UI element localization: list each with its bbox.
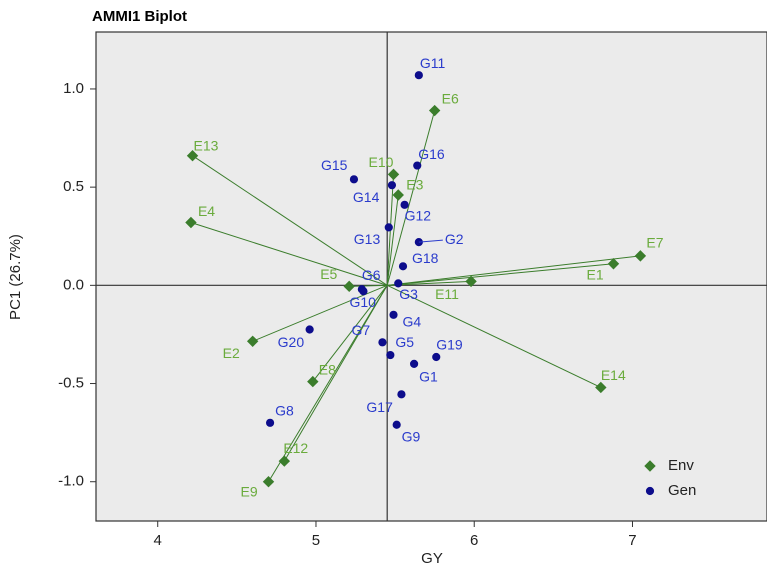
point-label: G14 <box>353 189 380 205</box>
vector <box>386 284 602 388</box>
point <box>387 181 397 190</box>
point <box>394 279 403 288</box>
point-label: E1 <box>586 266 603 282</box>
y-tick-label: 0.5 <box>63 178 84 195</box>
x-axis-label: GY <box>421 550 443 567</box>
point <box>409 359 419 368</box>
point <box>389 310 398 319</box>
point <box>265 418 275 427</box>
vector <box>386 194 399 286</box>
point-label: E4 <box>198 203 215 219</box>
point-label: G5 <box>395 334 414 350</box>
point-label: G11 <box>420 55 446 71</box>
point <box>432 352 441 362</box>
chart-title: AMMI1 Biplot <box>92 8 187 25</box>
y-tick-label: 0.0 <box>63 276 84 293</box>
point <box>428 104 441 117</box>
point-label: G15 <box>321 157 348 173</box>
vector <box>312 285 388 382</box>
x-tick-label: 7 <box>628 532 636 549</box>
point <box>595 381 607 394</box>
point <box>246 335 259 348</box>
point <box>343 280 355 293</box>
point <box>413 161 422 170</box>
point-label: E7 <box>646 235 663 251</box>
y-tick-label: 1.0 <box>63 80 84 97</box>
y-tick-label: -0.5 <box>58 374 84 391</box>
point-label: G7 <box>351 322 370 338</box>
point <box>644 460 656 472</box>
point-label: E9 <box>240 483 257 499</box>
vector <box>190 222 388 286</box>
point-label: G1 <box>419 369 438 385</box>
legend-label: Gen <box>668 482 696 499</box>
point <box>607 258 620 270</box>
point-label: G6 <box>362 267 381 283</box>
point-label: E12 <box>283 440 308 456</box>
point <box>387 168 400 181</box>
plot-area <box>95 31 767 522</box>
point <box>307 375 319 388</box>
point <box>359 287 368 296</box>
x-tick-label: 5 <box>312 532 320 549</box>
point-label: G8 <box>275 403 294 419</box>
point-label: E11 <box>435 286 459 302</box>
vector <box>268 285 388 482</box>
point-label: E6 <box>442 90 459 106</box>
point-label: E13 <box>194 137 219 153</box>
vector <box>349 284 388 287</box>
vector <box>387 263 614 286</box>
point-label: E2 <box>223 345 240 361</box>
point <box>400 200 409 209</box>
point-label: G4 <box>403 313 422 329</box>
point <box>392 420 401 429</box>
point <box>262 476 275 488</box>
point-label: G16 <box>418 146 445 162</box>
y-axis-label: PC1 (26.7%) <box>7 234 24 320</box>
point <box>278 455 291 467</box>
x-tick-label: 4 <box>154 532 162 549</box>
point-label: G10 <box>349 294 376 310</box>
x-tick-label: 6 <box>470 532 478 549</box>
point-label: E10 <box>369 154 394 170</box>
point-label: G19 <box>436 337 463 353</box>
point <box>398 262 408 271</box>
point <box>185 216 197 229</box>
point <box>386 350 395 360</box>
point-label: G9 <box>402 428 421 444</box>
point <box>349 175 359 184</box>
point <box>414 71 423 80</box>
point <box>465 275 477 288</box>
label-leader <box>418 239 443 243</box>
legend: Env Gen <box>644 457 696 499</box>
vector <box>387 255 641 286</box>
y-tick-label: -1.0 <box>58 473 84 490</box>
point <box>186 150 199 162</box>
point <box>392 189 404 201</box>
legend-label: Env <box>668 457 694 474</box>
vector <box>386 110 436 286</box>
point <box>384 223 393 232</box>
point <box>305 325 314 334</box>
point-label: G3 <box>399 286 418 302</box>
point-label: E8 <box>319 361 336 377</box>
point <box>645 486 655 496</box>
point-label: G13 <box>354 231 381 247</box>
point <box>634 250 647 262</box>
point <box>378 338 387 347</box>
point-label: E3 <box>406 177 423 193</box>
point-label: G18 <box>412 250 439 266</box>
point-label: E5 <box>320 266 337 282</box>
point-label: G17 <box>366 399 393 415</box>
point-label: G2 <box>445 231 464 247</box>
point-label: G12 <box>405 208 432 224</box>
point-label: E14 <box>601 367 626 383</box>
point <box>397 390 406 399</box>
vector <box>192 155 388 286</box>
point-label: G20 <box>278 334 305 350</box>
